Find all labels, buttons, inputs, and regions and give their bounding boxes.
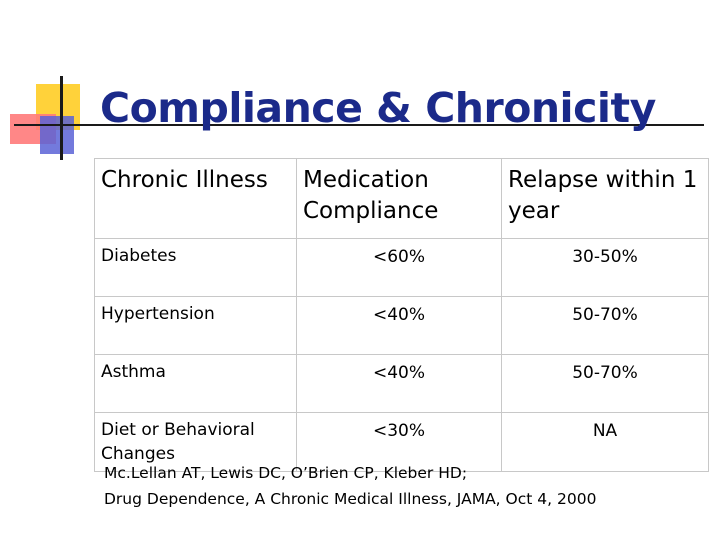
cell-relapse: 50-70% — [501, 354, 709, 413]
horizontal-rule — [14, 124, 704, 126]
compliance-table: Chronic Illness Medication Compliance Re… — [94, 158, 709, 472]
cell-illness: Diabetes — [94, 238, 297, 297]
header-relapse: Relapse within 1 year — [501, 158, 709, 239]
header-medication-compliance: Medication Compliance — [296, 158, 502, 239]
cell-compliance: <40% — [296, 354, 502, 413]
cell-illness: Asthma — [94, 354, 297, 413]
citation: Mc.Lellan AT, Lewis DC, O’Brien CP, Kleb… — [104, 460, 596, 512]
table-row: Diabetes <60% 30-50% — [94, 238, 709, 297]
table-row: Asthma <40% 50-70% — [94, 354, 709, 413]
cell-compliance: <30% — [296, 412, 502, 472]
vertical-rule — [60, 76, 63, 160]
table-row: Hypertension <40% 50-70% — [94, 296, 709, 355]
header-chronic-illness: Chronic Illness — [94, 158, 297, 239]
cell-compliance: <60% — [296, 238, 502, 297]
slide-title: Compliance & Chronicity — [100, 84, 656, 132]
table-header-row: Chronic Illness Medication Compliance Re… — [94, 158, 709, 239]
cell-illness: Diet or Behavioral Changes — [94, 412, 297, 472]
cell-relapse: 50-70% — [501, 296, 709, 355]
cell-relapse: NA — [501, 412, 709, 472]
cell-relapse: 30-50% — [501, 238, 709, 297]
citation-source: Drug Dependence, A Chronic Medical Illne… — [104, 490, 597, 508]
table-row: Diet or Behavioral Changes <30% NA — [94, 412, 709, 472]
cell-illness: Hypertension — [94, 296, 297, 355]
blue-square-decoration — [40, 116, 74, 154]
citation-authors: Mc.Lellan AT, Lewis DC, O’Brien CP, Kleb… — [104, 464, 468, 482]
cell-compliance: <40% — [296, 296, 502, 355]
